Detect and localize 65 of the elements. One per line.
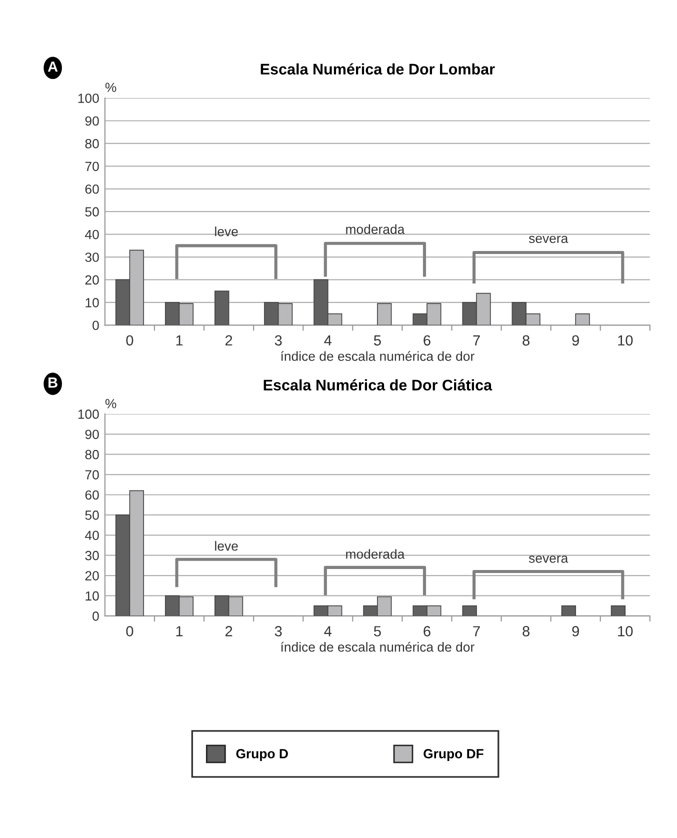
x-tick-label: 0 bbox=[126, 335, 134, 346]
legend-label: Grupo D bbox=[236, 749, 288, 761]
x-tick-label: 2 bbox=[225, 335, 232, 346]
x-tick-label: 4 bbox=[324, 626, 332, 636]
x-axis-title: índice de escala numérica de dor bbox=[281, 351, 474, 361]
bar bbox=[561, 605, 576, 616]
chart-subtitle: A bbox=[48, 62, 58, 72]
annotation: moderada bbox=[346, 224, 405, 234]
bar bbox=[575, 313, 590, 326]
y-tick-label: 80 bbox=[85, 450, 99, 460]
annotation: moderada bbox=[346, 549, 405, 559]
x-tick-label: 0 bbox=[126, 626, 134, 636]
bar bbox=[610, 605, 626, 616]
x-axis-title: índice de escala numérica de dor bbox=[281, 642, 474, 652]
y-tick-label: 90 bbox=[85, 430, 99, 440]
x-tick-label: 5 bbox=[374, 626, 381, 636]
x-tick-label: 6 bbox=[424, 335, 430, 346]
y-tick-label: 30 bbox=[85, 550, 99, 560]
y-tick-label: 90 bbox=[85, 116, 99, 126]
y-tick-label: 50 bbox=[85, 207, 99, 217]
y-tick-label: 30 bbox=[85, 252, 99, 262]
annotation: severa bbox=[528, 556, 568, 563]
y-axis-title: % bbox=[105, 399, 116, 408]
y-tick-label: 0 bbox=[92, 611, 99, 621]
x-tick-label: 2 bbox=[225, 626, 232, 636]
x-tick-label: 1 bbox=[176, 335, 183, 346]
y-tick-label: 0 bbox=[92, 320, 99, 330]
y-tick-label: 10 bbox=[86, 591, 99, 601]
y-tick-label: 40 bbox=[85, 230, 99, 240]
bar bbox=[462, 605, 477, 616]
y-tick-label: 60 bbox=[85, 184, 99, 194]
x-tick-label: 10 bbox=[618, 626, 633, 636]
x-tick-label: 10 bbox=[618, 335, 633, 346]
y-tick-label: 50 bbox=[85, 510, 99, 520]
annotation: severa bbox=[528, 236, 568, 244]
x-tick-label: 6 bbox=[424, 626, 430, 636]
x-tick-label: 3 bbox=[274, 626, 282, 636]
y-tick-label: 40 bbox=[85, 530, 99, 540]
chart-subtitle: B bbox=[48, 378, 58, 388]
y-tick-label: 20 bbox=[85, 275, 99, 285]
chart-title: Escala Numérica de Dor Ciática bbox=[264, 379, 492, 391]
x-tick-label: 8 bbox=[522, 626, 530, 636]
y-tick-label: 80 bbox=[85, 139, 99, 148]
x-tick-label: 8 bbox=[522, 335, 530, 346]
y-axis-title: % bbox=[105, 82, 116, 92]
y-tick-label: 60 bbox=[85, 490, 99, 500]
x-tick-label: 3 bbox=[274, 335, 282, 346]
x-tick-label: 1 bbox=[176, 626, 183, 636]
x-tick-label: 5 bbox=[374, 335, 381, 346]
bar bbox=[214, 290, 230, 326]
y-tick-label: 20 bbox=[85, 571, 99, 580]
x-tick-label: 9 bbox=[572, 335, 579, 346]
x-tick-label: 7 bbox=[473, 335, 480, 346]
chart-title: Escala Numérica de Dor Lombar bbox=[260, 63, 495, 75]
x-tick-label: 9 bbox=[572, 626, 579, 636]
y-tick-label: 10 bbox=[86, 298, 99, 308]
legend-label: Grupo DF bbox=[424, 749, 484, 761]
x-tick-label: 7 bbox=[473, 626, 480, 636]
x-tick-label: 4 bbox=[324, 335, 332, 346]
y-tick-label: 70 bbox=[85, 162, 99, 172]
y-tick-label: 100 bbox=[78, 410, 99, 419]
y-tick-label: 100 bbox=[78, 94, 99, 103]
annotation: leve bbox=[215, 541, 238, 551]
y-tick-label: 70 bbox=[85, 470, 99, 480]
annotation: leve bbox=[215, 226, 238, 236]
